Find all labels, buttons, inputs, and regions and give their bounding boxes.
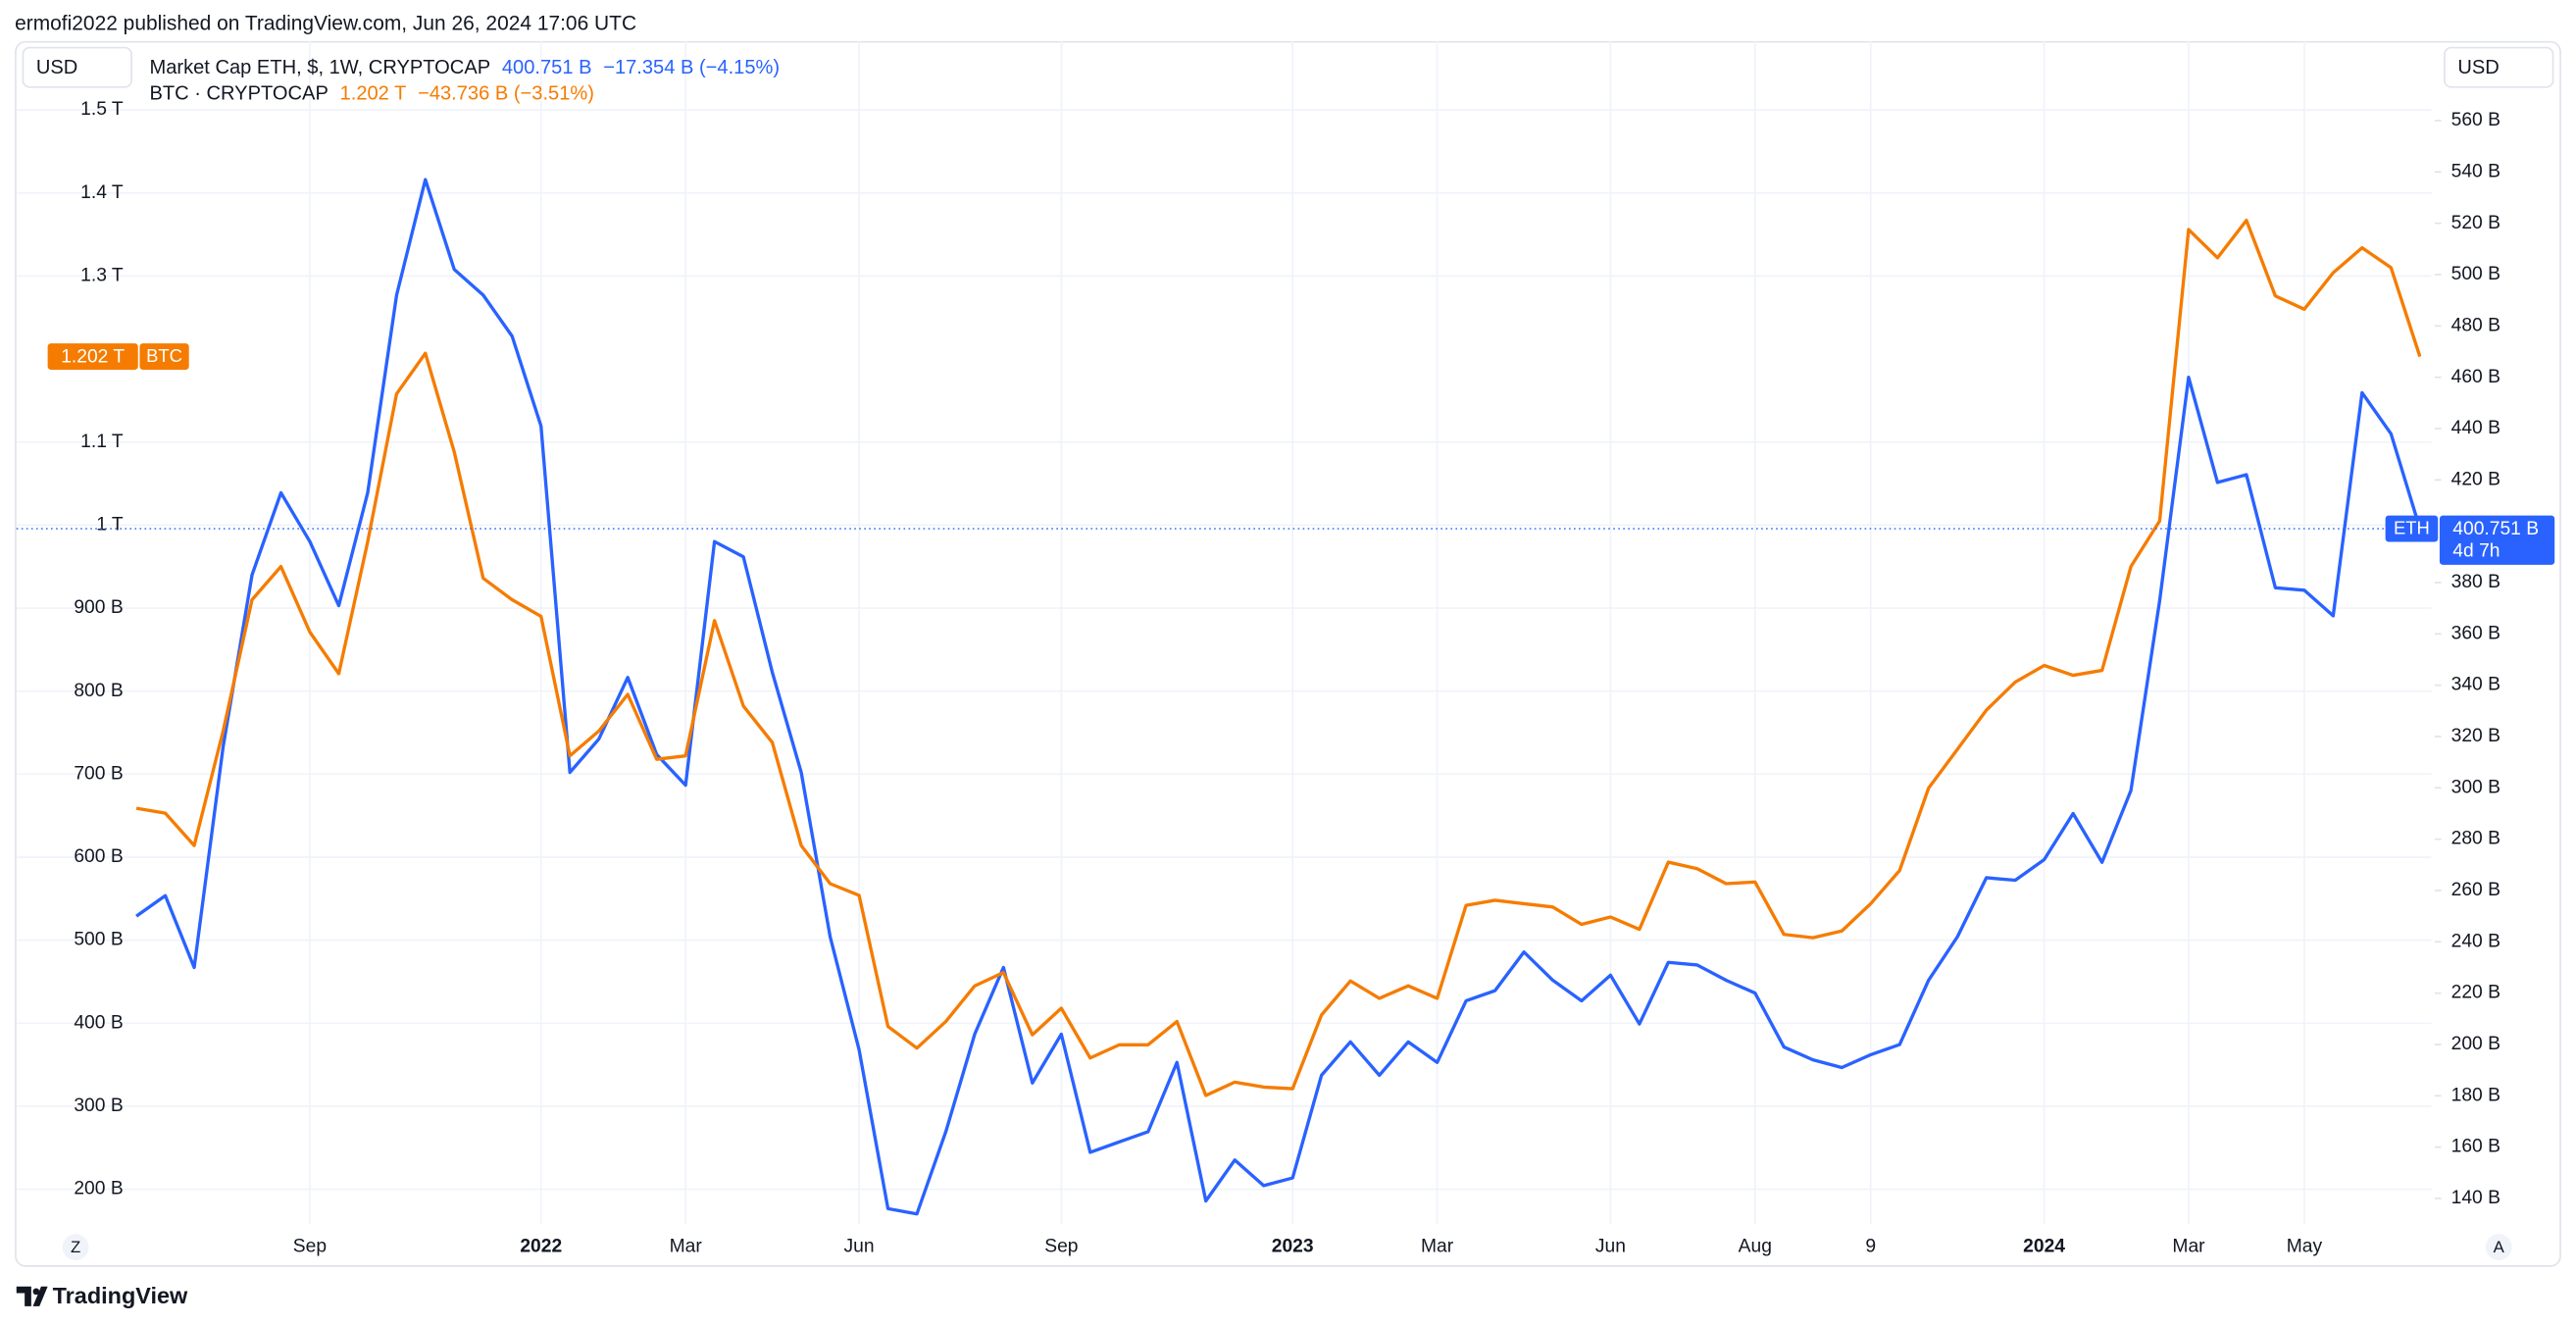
x-tick-label: Mar [670,1237,703,1257]
y-tick-label: 700 B [74,763,123,784]
currency-label: USD [36,57,77,78]
y-tick-label: 1.5 T [80,99,124,120]
price-tag [2439,515,2555,565]
symbol-tag [139,343,189,370]
y-tick-label: 1.4 T [80,182,124,203]
symbol-tag-label: BTC [146,345,182,366]
scale-button-label: A [2494,1238,2505,1256]
x-tick-label: Jun [1595,1237,1626,1257]
y-tick-label: 500 B [74,930,123,950]
series-line [135,218,2422,1097]
logo-icon [16,1286,48,1306]
legend-name: BTC · CRYPTOCAP [149,83,328,105]
y2-tick-label: 380 B [2451,572,2500,592]
legend-last: 400.751 B [502,57,592,78]
y-tick-label: 300 B [74,1096,123,1116]
y2-tick-label: 260 B [2451,880,2500,900]
y2-tick-label: 220 B [2451,983,2500,1003]
x-tick-label: 2023 [1272,1237,1314,1257]
y2-tick-label: 180 B [2451,1085,2500,1105]
x-tick-label: Mar [1421,1237,1454,1257]
y2-tick-label: 420 B [2451,469,2500,489]
legend-name: Market Cap ETH, $, 1W, CRYPTOCAP [149,57,490,78]
x-tick-label: Sep [1044,1237,1078,1257]
y2-tick-label: 300 B [2451,777,2500,797]
symbol-tag-label: ETH [2394,518,2430,538]
y-tick-label: 1.3 T [80,266,124,286]
header: ermofi2022 published on TradingView.com,… [15,13,636,35]
x-tick-label: 2022 [520,1237,562,1257]
y2-tick-label: 280 B [2451,829,2500,849]
y-tick-label: 1 T [96,514,124,535]
x-tick-label: May [2287,1237,2323,1257]
y2-tick-label: 200 B [2451,1034,2500,1054]
y-tick-label: 200 B [74,1179,123,1199]
x-tick-label: Mar [2172,1237,2205,1257]
y2-tick-label: 160 B [2451,1137,2500,1157]
y-tick-label: 400 B [74,1012,123,1033]
y2-tick-label: 560 B [2451,110,2500,130]
y2-tick-label: 140 B [2451,1188,2500,1208]
y-tick-label: 600 B [74,846,123,867]
y2-tick-label: 240 B [2451,931,2500,951]
y-tick-label: 900 B [74,597,123,618]
x-tick-label: Aug [1739,1237,1772,1257]
x-tick-label: Sep [293,1237,327,1257]
y2-tick-label: 340 B [2451,675,2500,695]
y2-tick-label: 320 B [2451,726,2500,746]
y2-tick-label: 440 B [2451,418,2500,438]
series-line [135,178,2422,1216]
y2-tick-label: 480 B [2451,315,2500,335]
scale-button[interactable] [62,1234,89,1260]
legend-change: −43.736 B (−3.51%) [418,83,594,105]
footer-brand: TradingView [53,1283,188,1308]
legend-last: 1.202 T [340,83,407,105]
chart-frame [15,40,2561,1267]
logo-dot [32,1288,40,1296]
x-tick-label: 2024 [2023,1237,2065,1257]
legend-change: −17.354 B (−4.15%) [603,57,780,78]
currency-label: USD [2457,57,2499,78]
y2-tick-label: 520 B [2451,213,2500,233]
x-tick-label: 9 [1865,1237,1876,1257]
price-tag-label: 1.202 T [61,346,125,367]
scale-button[interactable] [2485,1234,2512,1260]
y2-tick-label: 500 B [2451,264,2500,284]
countdown: 4d 7h [2452,541,2500,562]
price-tag-label: 400.751 B [2452,519,2539,539]
tradingview-logo: TradingView [16,1283,188,1308]
y-tick-label: 1.1 T [80,432,124,452]
y2-tick-label: 360 B [2451,623,2500,643]
x-tick-label: Jun [843,1237,874,1257]
price-tag [47,343,138,370]
y2-tick-label: 460 B [2451,367,2500,387]
grid-layer [16,40,2432,1225]
scale-button-label: Z [71,1238,80,1256]
currency-button[interactable] [22,46,132,88]
y-tick-label: 800 B [74,681,123,701]
currency-button[interactable] [2444,46,2554,88]
symbol-tag [2385,515,2439,542]
y2-tick-label: 540 B [2451,161,2500,181]
